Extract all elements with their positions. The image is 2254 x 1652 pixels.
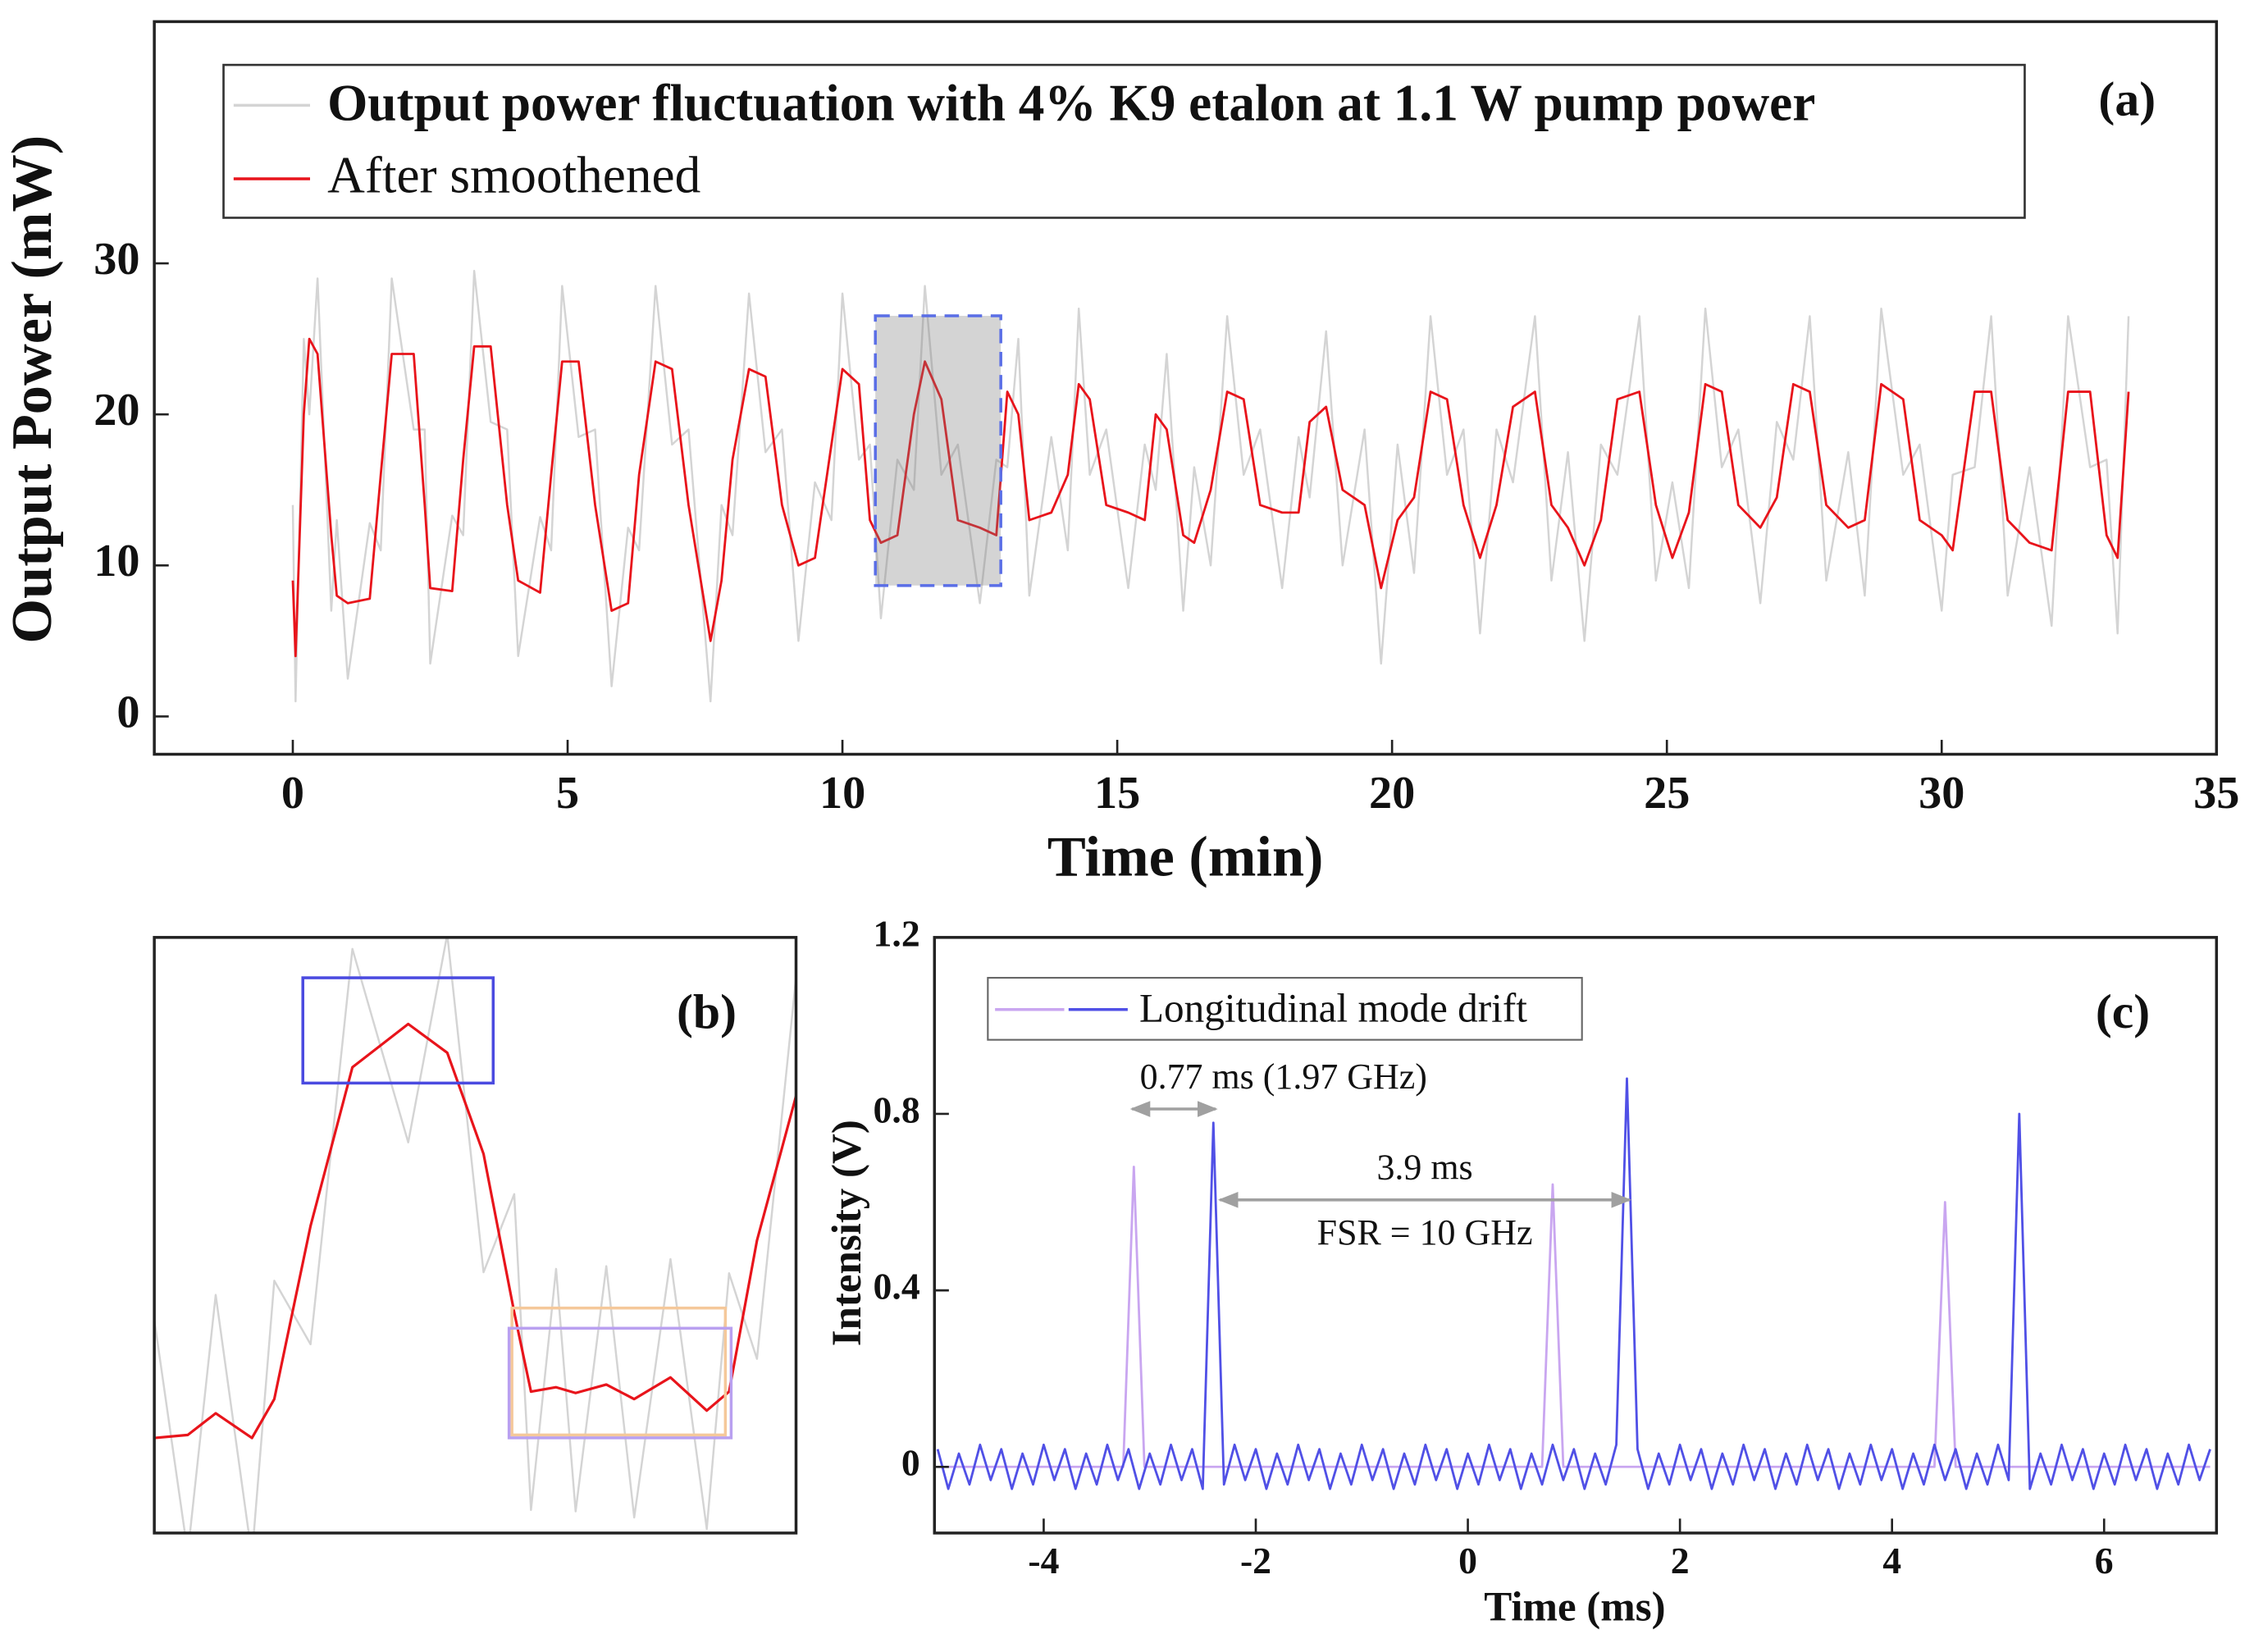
y-tick-label: 0.4 bbox=[874, 1266, 920, 1307]
plot-frame bbox=[153, 936, 798, 1535]
y-tick-label: 10 bbox=[94, 536, 139, 586]
legend-label: Output power fluctuation with 4% K9 etal… bbox=[327, 74, 1815, 131]
panel-label: (b) bbox=[677, 984, 737, 1038]
y-tick-label: 0 bbox=[116, 687, 139, 737]
x-tick-label: 0 bbox=[1458, 1540, 1477, 1581]
y-tick-label: 0 bbox=[901, 1442, 920, 1484]
plot-frame bbox=[933, 936, 2219, 1535]
overlay: Output power fluctuation with 4% K9 etal… bbox=[0, 63, 2156, 1631]
highlight-box bbox=[510, 1306, 728, 1437]
x-tick-label: 20 bbox=[1369, 768, 1415, 819]
series-line bbox=[291, 337, 2130, 658]
x-tick-label: 25 bbox=[1644, 768, 1690, 819]
y-tick-label: 1.2 bbox=[874, 912, 920, 954]
annotation: 0.77 ms (1.97 GHz) bbox=[1140, 1056, 1427, 1097]
x-tick-label: 2 bbox=[1671, 1540, 1690, 1581]
legend-label: After smoothened bbox=[327, 146, 700, 203]
highlight-box bbox=[507, 1326, 733, 1440]
legend-box bbox=[222, 63, 2026, 219]
panel-label: (c) bbox=[2096, 984, 2150, 1038]
y-axis-title: Output Power (mW) bbox=[0, 135, 64, 644]
highlight-box bbox=[301, 976, 495, 1085]
legend-label: Longitudinal mode drift bbox=[1139, 986, 1527, 1031]
y-tick-label: 30 bbox=[94, 234, 139, 285]
zoom-box bbox=[874, 314, 1002, 587]
x-tick-label: 4 bbox=[1882, 1540, 1901, 1581]
annotation: 3.9 ms bbox=[1376, 1148, 1472, 1188]
panel-label: (a) bbox=[2098, 71, 2156, 125]
series-line bbox=[938, 1166, 2211, 1468]
series-line bbox=[154, 1022, 796, 1440]
x-axis-title: Time (min) bbox=[1047, 825, 1324, 889]
x-tick-label: 0 bbox=[281, 768, 304, 819]
x-tick-label: 6 bbox=[2095, 1540, 2114, 1581]
x-tick-label: -4 bbox=[1028, 1540, 1059, 1581]
x-tick-label: 10 bbox=[819, 768, 865, 819]
y-tick-label: 20 bbox=[94, 385, 139, 436]
y-axis-title: Intensity (V) bbox=[824, 1120, 870, 1346]
x-tick-label: 30 bbox=[1919, 768, 1964, 819]
series-line bbox=[291, 269, 2130, 703]
series-line bbox=[936, 1077, 2211, 1490]
x-tick-label: 35 bbox=[2193, 768, 2239, 819]
y-tick-label: 0.8 bbox=[874, 1088, 920, 1130]
x-tick-label: 5 bbox=[556, 768, 579, 819]
annotation: FSR = 10 GHz bbox=[1317, 1212, 1533, 1253]
x-axis-title: Time (ms) bbox=[1484, 1585, 1665, 1631]
plot-frame bbox=[153, 20, 2219, 756]
x-tick-label: 15 bbox=[1094, 768, 1140, 819]
plots: 0 5 10 15 20 25 30 35 0 10 20 30 -4 -2 0 2 4 6 0 0.4 0.8 1.2 bbox=[94, 20, 2239, 1581]
x-tick-label: -2 bbox=[1240, 1540, 1271, 1581]
